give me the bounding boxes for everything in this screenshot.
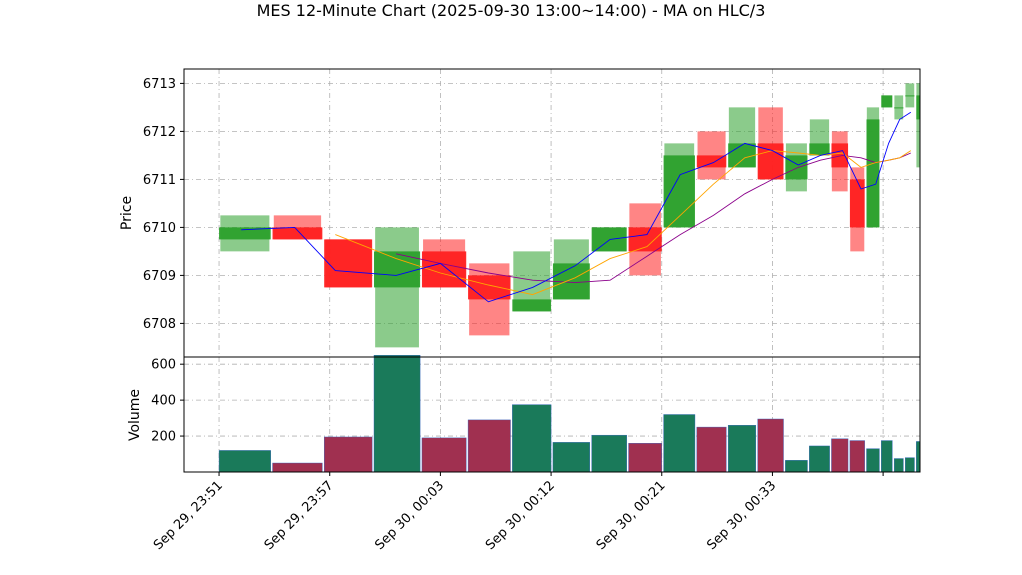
candle-body [219,227,271,240]
candle-body [916,95,920,120]
volume-bar [591,434,627,473]
x-tick-label: Sep 30, 00:12 [483,478,558,553]
ma-fast-line [241,111,912,303]
volume-bar [218,450,271,473]
candle-body [785,155,808,180]
volume-bar [866,448,880,473]
volume-bar [727,425,757,473]
volume-bar [881,440,893,473]
volume-axis-label: Volume [127,389,143,441]
price-grid [184,69,920,357]
volume-bar [785,460,808,473]
x-tick-label: Sep 29, 23:51 [151,478,226,553]
candle-body [881,95,893,108]
volume-bar [323,436,373,473]
candle-body [866,119,880,228]
price-tick-label: 6712 [143,125,176,140]
ma-mid-line [335,150,912,296]
chart-title: MES 12-Minute Chart (2025-09-30 13:00~14… [257,1,766,20]
volume-tick-label: 400 [151,394,176,409]
volume-tick-label: 600 [151,358,176,373]
candle-body [728,143,756,168]
price-panel-frame [183,68,921,358]
volume-bar [905,457,915,473]
candle-body [591,227,627,252]
price-y-axis: 6708 6709 6710 6711 6712 6713 [143,77,184,332]
volume-bar [552,442,591,473]
volume-bar [831,438,849,473]
candle-body [905,95,915,97]
volume-grid [184,357,920,472]
volume-bar [272,462,323,473]
candle-body [831,143,849,168]
candles-layer [219,83,920,348]
volume-bar [809,445,830,473]
volume-bar [663,414,696,473]
price-tick-label: 6713 [143,77,176,92]
candle-body [628,227,662,252]
candle-body [809,143,830,156]
price-tick-label: 6709 [143,269,176,284]
volume-bar [757,418,784,473]
candle-body [272,227,323,240]
x-tick-label: Sep 30, 00:21 [594,478,669,553]
moving-average-lines [241,111,912,303]
candle-body [324,239,373,288]
candle-body [696,155,727,168]
candle-body [468,275,511,300]
volume-bar [696,426,727,473]
volume-bar [421,437,467,473]
candle-body [849,179,865,228]
x-axis: Sep 29, 23:51 Sep 29, 23:57 Sep 30, 00:03 S… [151,472,884,553]
candle-body [894,107,904,109]
volume-tick-label: 200 [151,430,176,445]
price-tick-label: 6711 [143,173,176,188]
candle-body [757,143,784,180]
volume-bars-layer [218,355,921,473]
volume-y-axis: 200 400 600 [151,358,184,445]
price-tick-label: 6710 [143,221,176,236]
volume-bar [373,355,421,473]
candle-body [512,299,552,312]
volume-bar [628,443,662,473]
candle-body [663,155,695,228]
x-tick-label: Sep 29, 23:57 [262,478,337,553]
candle-body [373,251,421,288]
volume-bar [512,404,552,473]
price-axis-label: Price [119,196,135,230]
volume-bar [849,440,865,473]
x-tick-label: Sep 30, 00:03 [372,478,447,553]
volume-bar [893,458,904,473]
price-tick-label: 6708 [143,317,176,332]
volume-bar [916,441,921,473]
x-tick-label: Sep 30, 00:33 [704,478,779,553]
volume-panel-frame [183,356,921,473]
volume-bar [467,419,511,473]
